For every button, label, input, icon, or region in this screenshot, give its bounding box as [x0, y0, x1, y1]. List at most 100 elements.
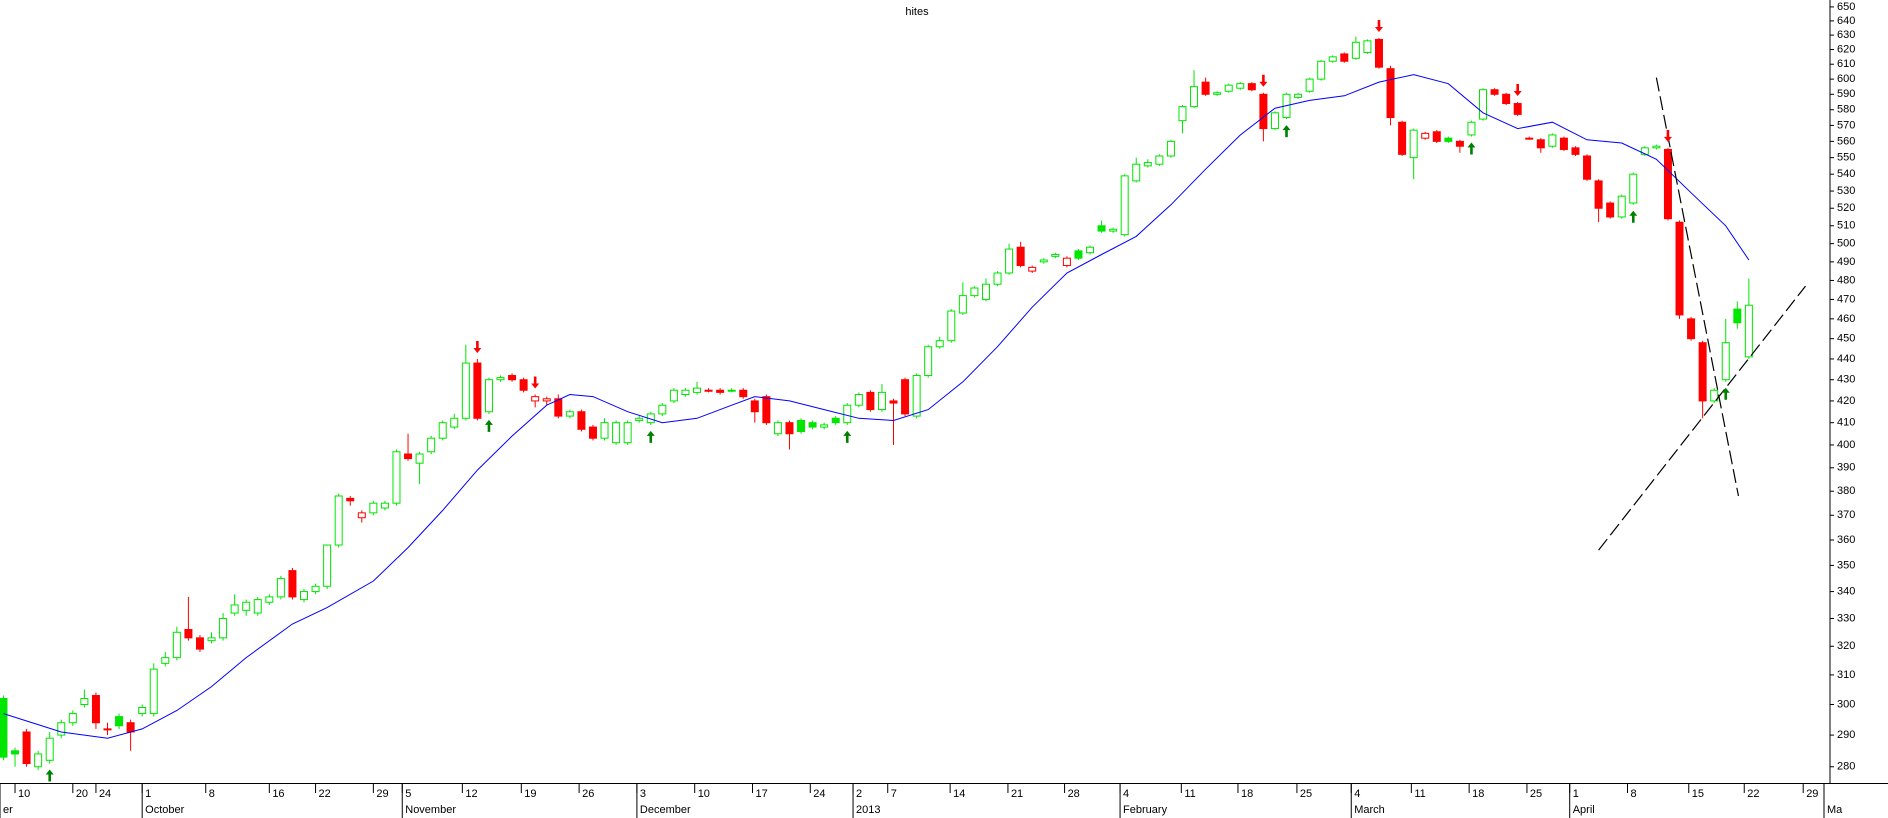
candle-body	[103, 728, 112, 731]
x-tick-label: 8	[1630, 788, 1636, 800]
trendline	[1655, 77, 1740, 497]
candle-body	[854, 394, 863, 406]
candle-body	[1086, 246, 1095, 254]
candle-body	[1178, 106, 1187, 122]
candle-body	[1490, 89, 1499, 95]
candle-body	[1467, 121, 1476, 136]
candle-body	[1132, 163, 1141, 182]
x-tick-label: 25	[1530, 788, 1542, 800]
y-tick-label: 290	[1837, 729, 1855, 741]
candle-body	[727, 389, 736, 392]
candle-body	[1270, 112, 1279, 130]
candle-body	[473, 362, 482, 419]
month-label: er	[3, 804, 13, 816]
buy-arrow	[1282, 125, 1291, 138]
candle-body	[138, 707, 147, 715]
candle-body	[392, 451, 401, 504]
y-tick-label: 650	[1837, 1, 1855, 13]
sell-arrow	[531, 376, 540, 389]
month-label: April	[1573, 804, 1595, 816]
candle-body	[300, 591, 308, 601]
candle-body	[1074, 250, 1083, 259]
candle-body	[149, 668, 158, 715]
candle-body	[1733, 308, 1742, 324]
candle-body	[68, 713, 77, 724]
candle-body	[1016, 246, 1025, 267]
candle-body	[1224, 84, 1233, 92]
y-tick-label: 630	[1837, 29, 1855, 41]
candle-body	[1502, 93, 1511, 105]
buy-arrow	[1467, 142, 1476, 155]
candle-body	[970, 287, 979, 297]
candle-body	[1236, 83, 1245, 89]
x-tick-label: 12	[465, 788, 477, 800]
y-tick-label: 550	[1837, 152, 1855, 164]
candle-body	[1062, 257, 1071, 267]
candle-body	[230, 604, 239, 614]
candle-body	[912, 375, 921, 417]
candle-body	[947, 310, 956, 342]
candle-body	[276, 577, 285, 598]
candle-body	[346, 497, 355, 502]
candle-body	[1548, 134, 1557, 147]
y-tick-label: 470	[1837, 293, 1855, 305]
y-tick-label: 620	[1837, 43, 1855, 55]
candle-body	[1317, 60, 1326, 80]
candle-body	[866, 391, 875, 411]
candle-body	[11, 750, 20, 755]
candle-body	[1005, 248, 1014, 274]
candle-body	[773, 422, 782, 435]
candle-body	[1525, 137, 1534, 140]
candle-body	[843, 404, 852, 424]
candle-body	[207, 637, 216, 642]
candle-body	[519, 379, 528, 391]
candle-body	[1744, 304, 1753, 358]
candle-body	[1328, 56, 1337, 62]
buy-arrow	[484, 419, 493, 432]
y-tick-label: 540	[1837, 168, 1855, 180]
y-tick-label: 380	[1837, 485, 1855, 497]
candle-body	[600, 422, 609, 439]
candle-body	[115, 716, 124, 727]
candle-body	[22, 731, 31, 765]
candle-body	[1675, 221, 1684, 316]
x-tick-label: 24	[99, 788, 111, 800]
candle-body	[877, 391, 886, 411]
x-tick-label: 26	[582, 788, 594, 800]
y-tick-label: 330	[1837, 612, 1855, 624]
candle-body	[1479, 89, 1488, 120]
candle-body	[311, 585, 320, 593]
candle-body	[1386, 68, 1395, 119]
candle-body	[1051, 254, 1060, 257]
candle-body	[1698, 342, 1707, 402]
y-tick-label: 480	[1837, 274, 1855, 286]
candle-body	[762, 396, 771, 424]
candle-body	[693, 387, 702, 393]
candle-body	[935, 340, 944, 348]
month-label: October	[145, 804, 184, 816]
x-tick-label: 4	[1354, 788, 1360, 800]
candle-body	[34, 753, 43, 768]
sell-arrow	[1513, 83, 1522, 96]
candle-body	[1513, 103, 1522, 115]
candle-body	[739, 389, 748, 398]
candle-body	[1213, 92, 1222, 95]
y-tick-label: 280	[1837, 761, 1855, 773]
y-tick-label: 500	[1837, 238, 1855, 250]
candle-body	[1201, 81, 1210, 95]
candle-body	[1663, 148, 1672, 220]
candle-body	[461, 362, 470, 419]
candle-body	[80, 698, 89, 705]
candle-body	[1455, 140, 1464, 147]
y-tick-label: 310	[1837, 669, 1855, 681]
chart-title: hites	[905, 6, 929, 18]
candle-body	[57, 722, 66, 736]
candle-body	[1710, 389, 1719, 402]
candle-body	[438, 422, 447, 439]
candle-body	[161, 657, 170, 664]
candle-body	[808, 422, 817, 428]
candle-body	[1247, 83, 1256, 91]
candle-body	[1166, 140, 1175, 157]
candle-body	[415, 453, 424, 464]
y-tick-label: 570	[1837, 119, 1855, 131]
